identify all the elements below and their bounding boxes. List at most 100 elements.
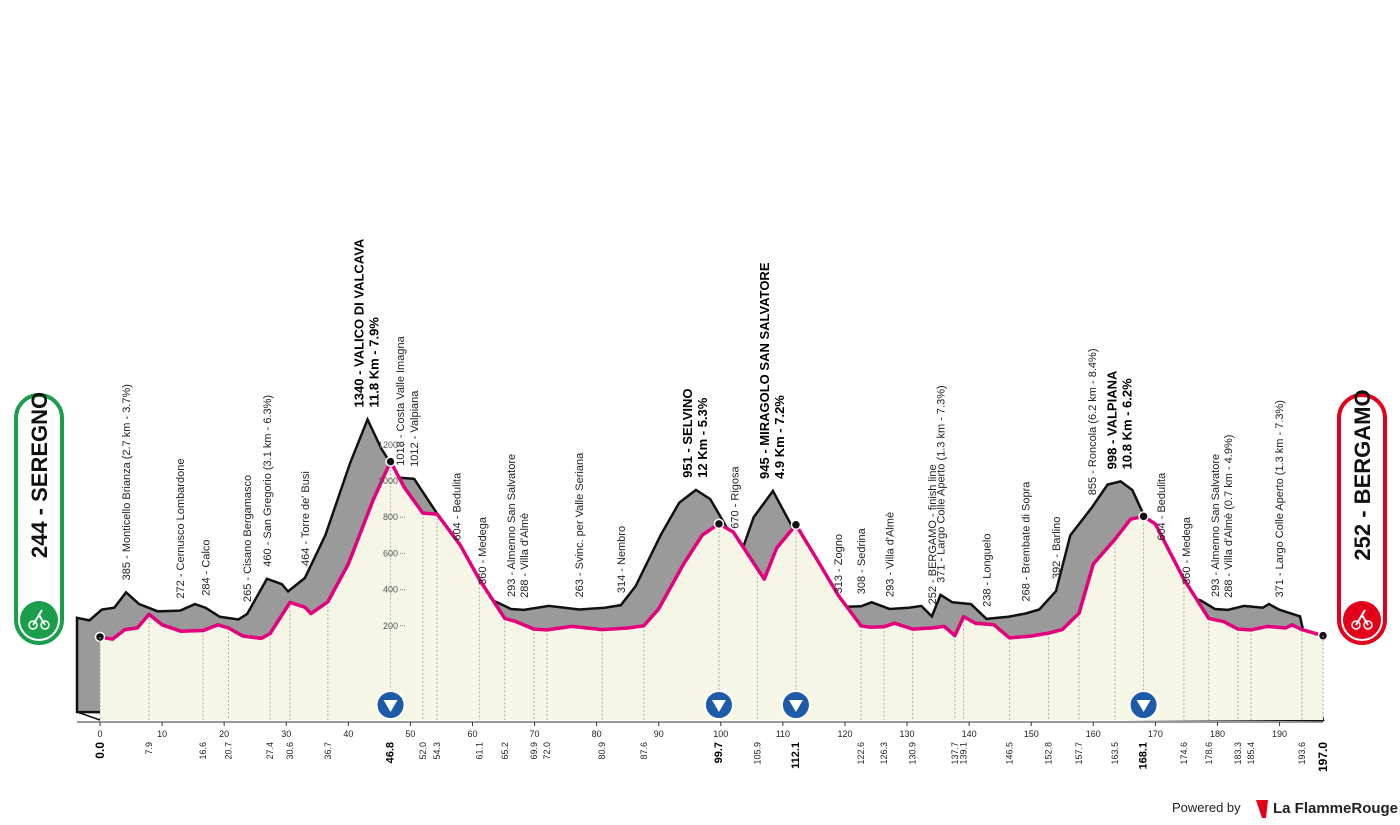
waypoint-label: 308 - Sedrina — [856, 527, 868, 594]
waypoint-label: 360 - Medega — [477, 516, 489, 585]
waypoint-label: 265 - Cisano Bergamasco — [242, 475, 254, 602]
waypoint-km: 163.5 — [1110, 742, 1120, 765]
waypoint-label: 1018 - Costa Valle Imagna — [395, 335, 407, 465]
waypoint-km: 193.6 — [1297, 742, 1307, 765]
waypoint-km: 54.3 — [432, 742, 442, 760]
finish-icon — [1343, 601, 1381, 639]
waypoint-km: 178.6 — [1204, 742, 1214, 765]
waypoint-label: 392 - Barlino — [1051, 517, 1063, 579]
waypoint-km: 139.1 — [959, 742, 969, 765]
waypoint-label: 460 - San Gregorio (3.1 km - 6.3%) — [262, 395, 274, 567]
x-tick-label: 110 — [776, 729, 790, 739]
waypoint-km: 46.8 — [385, 742, 397, 763]
finish-label: 252 - BERGAMO — [1350, 389, 1375, 560]
x-tick-label: 190 — [1272, 729, 1287, 739]
x-tick-label: 80 — [592, 729, 602, 739]
waypoint-label: 385 - Monticello Brianza (2.7 km - 3.7%) — [121, 384, 133, 580]
waypoint-label: 855 - Roncola (6.2 km - 8.4%) — [1087, 349, 1099, 496]
waypoint-km: 185.4 — [1246, 742, 1256, 765]
waypoint-km: 27.4 — [265, 742, 275, 760]
waypoint-label: 288 - Villa d'Almè — [519, 513, 531, 598]
waypoint-km: 122.6 — [856, 742, 866, 765]
climb-label: 945 - MIRAGOLO SAN SALVATORE — [757, 262, 772, 479]
waypoint-km: 87.6 — [639, 742, 649, 760]
climb-detail: 10.8 Km - 6.2% — [1120, 378, 1135, 469]
waypoint-km: 126.3 — [879, 742, 889, 765]
left-edge — [76, 711, 101, 721]
kom-icon — [711, 700, 726, 712]
profile-back — [75, 416, 1325, 722]
x-tick-label: 0 — [97, 729, 102, 739]
waypoint-label: 604 - Bedulita — [1156, 472, 1168, 541]
waypoint-km: 152.8 — [1044, 742, 1054, 765]
brand-logo — [1256, 800, 1268, 818]
waypoint-km: 99.7 — [713, 742, 725, 763]
waypoint-label: 263 - Svinc. per Valle Seriana — [574, 452, 586, 598]
start-km: 0.0 — [93, 742, 107, 759]
profile-area — [100, 461, 1323, 720]
waypoint-label: 293 - Almenno San Salvatore — [506, 454, 518, 597]
kom-icon — [1136, 700, 1151, 712]
x-tick-label: 70 — [530, 729, 540, 739]
waypoint-label: 293 - Villa d'Almè — [885, 512, 897, 597]
start-label: 244 - SEREGNO — [27, 392, 52, 558]
climb-label: 998 - VALPIANA — [1105, 370, 1120, 469]
waypoint-label: 252 - BERGAMO - finish line — [927, 464, 939, 604]
waypoint-km: 52.0 — [418, 742, 428, 760]
kom-icon — [788, 700, 803, 712]
waypoint-km: 146.5 — [1004, 742, 1014, 765]
finish-wheel — [1351, 620, 1361, 630]
y-tick-label: 400 — [383, 585, 398, 595]
summit-dot — [713, 518, 725, 530]
waypoint-km: 80.9 — [597, 742, 607, 760]
waypoint-label: 293 - Almenno San Salvatore — [1210, 454, 1222, 597]
x-tick-label: 50 — [405, 729, 415, 739]
waypoint-km: 30.6 — [285, 742, 295, 760]
waypoint-label: 360 - Medega — [1181, 516, 1193, 585]
waypoint-label: 371 - Largo Colle Aperto (1.3 km - 7.3%) — [1274, 400, 1286, 597]
finish-km: 197.0 — [1316, 742, 1330, 772]
waypoint-label: 238 - Longuelo — [981, 534, 993, 607]
x-tick-label: 60 — [467, 729, 477, 739]
waypoint-km: 137.7 — [950, 742, 960, 765]
kom-icon — [383, 700, 398, 712]
x-tick-label: 170 — [1148, 729, 1163, 739]
waypoint-km: 20.7 — [224, 742, 234, 760]
waypoint-km: 174.6 — [1179, 742, 1189, 765]
y-tick-label: 200 — [383, 621, 398, 631]
waypoint-label: 670 - Rigosa — [729, 465, 741, 528]
x-tick-label: 10 — [157, 729, 167, 739]
waypoint-km: 130.9 — [908, 742, 918, 765]
waypoint-km: 105.9 — [752, 742, 762, 765]
finish-badge — [1337, 393, 1387, 645]
summit-dot — [790, 519, 802, 531]
y-tick-label: 800 — [383, 512, 398, 522]
waypoint-km: 183.3 — [1233, 742, 1243, 765]
summit-dot — [1138, 511, 1149, 522]
waypoint-label: 284 - Calco — [201, 539, 213, 595]
waypoint-label: 268 - Brembate di Sopra — [1021, 481, 1033, 602]
start-rider — [32, 609, 46, 626]
waypoint-km: 112.1 — [790, 742, 802, 769]
x-tick-label: 90 — [654, 729, 664, 739]
waypoint-km: 65.2 — [500, 742, 510, 760]
climb-label: 1340 - VALICO DI VALCAVA — [352, 238, 367, 407]
finish-rider — [1355, 609, 1369, 626]
x-tick-label: 100 — [713, 729, 728, 739]
waypoint-label: 313 - Zogno — [833, 534, 845, 593]
profile-labels: 200 400 600 800 1000 1200 0 10 20 30 40 50 60 70 80 90 1… — [14, 238, 1387, 772]
start-icon — [20, 601, 58, 639]
start-badge — [14, 393, 64, 645]
finish-wheel — [1363, 620, 1373, 630]
x-tick-label: 40 — [343, 729, 353, 739]
waypoint-km: 168.1 — [1138, 742, 1150, 770]
waypoint-km: 7.9 — [144, 742, 154, 755]
start-wheel — [28, 620, 38, 630]
climb-label: 951 - SELVINO — [680, 389, 695, 478]
summit-dot — [385, 456, 396, 467]
x-tick-label: 130 — [900, 729, 915, 739]
y-tick-label: 600 — [383, 548, 398, 558]
profile-line — [99, 459, 1324, 641]
x-tick-label: 140 — [962, 729, 977, 739]
